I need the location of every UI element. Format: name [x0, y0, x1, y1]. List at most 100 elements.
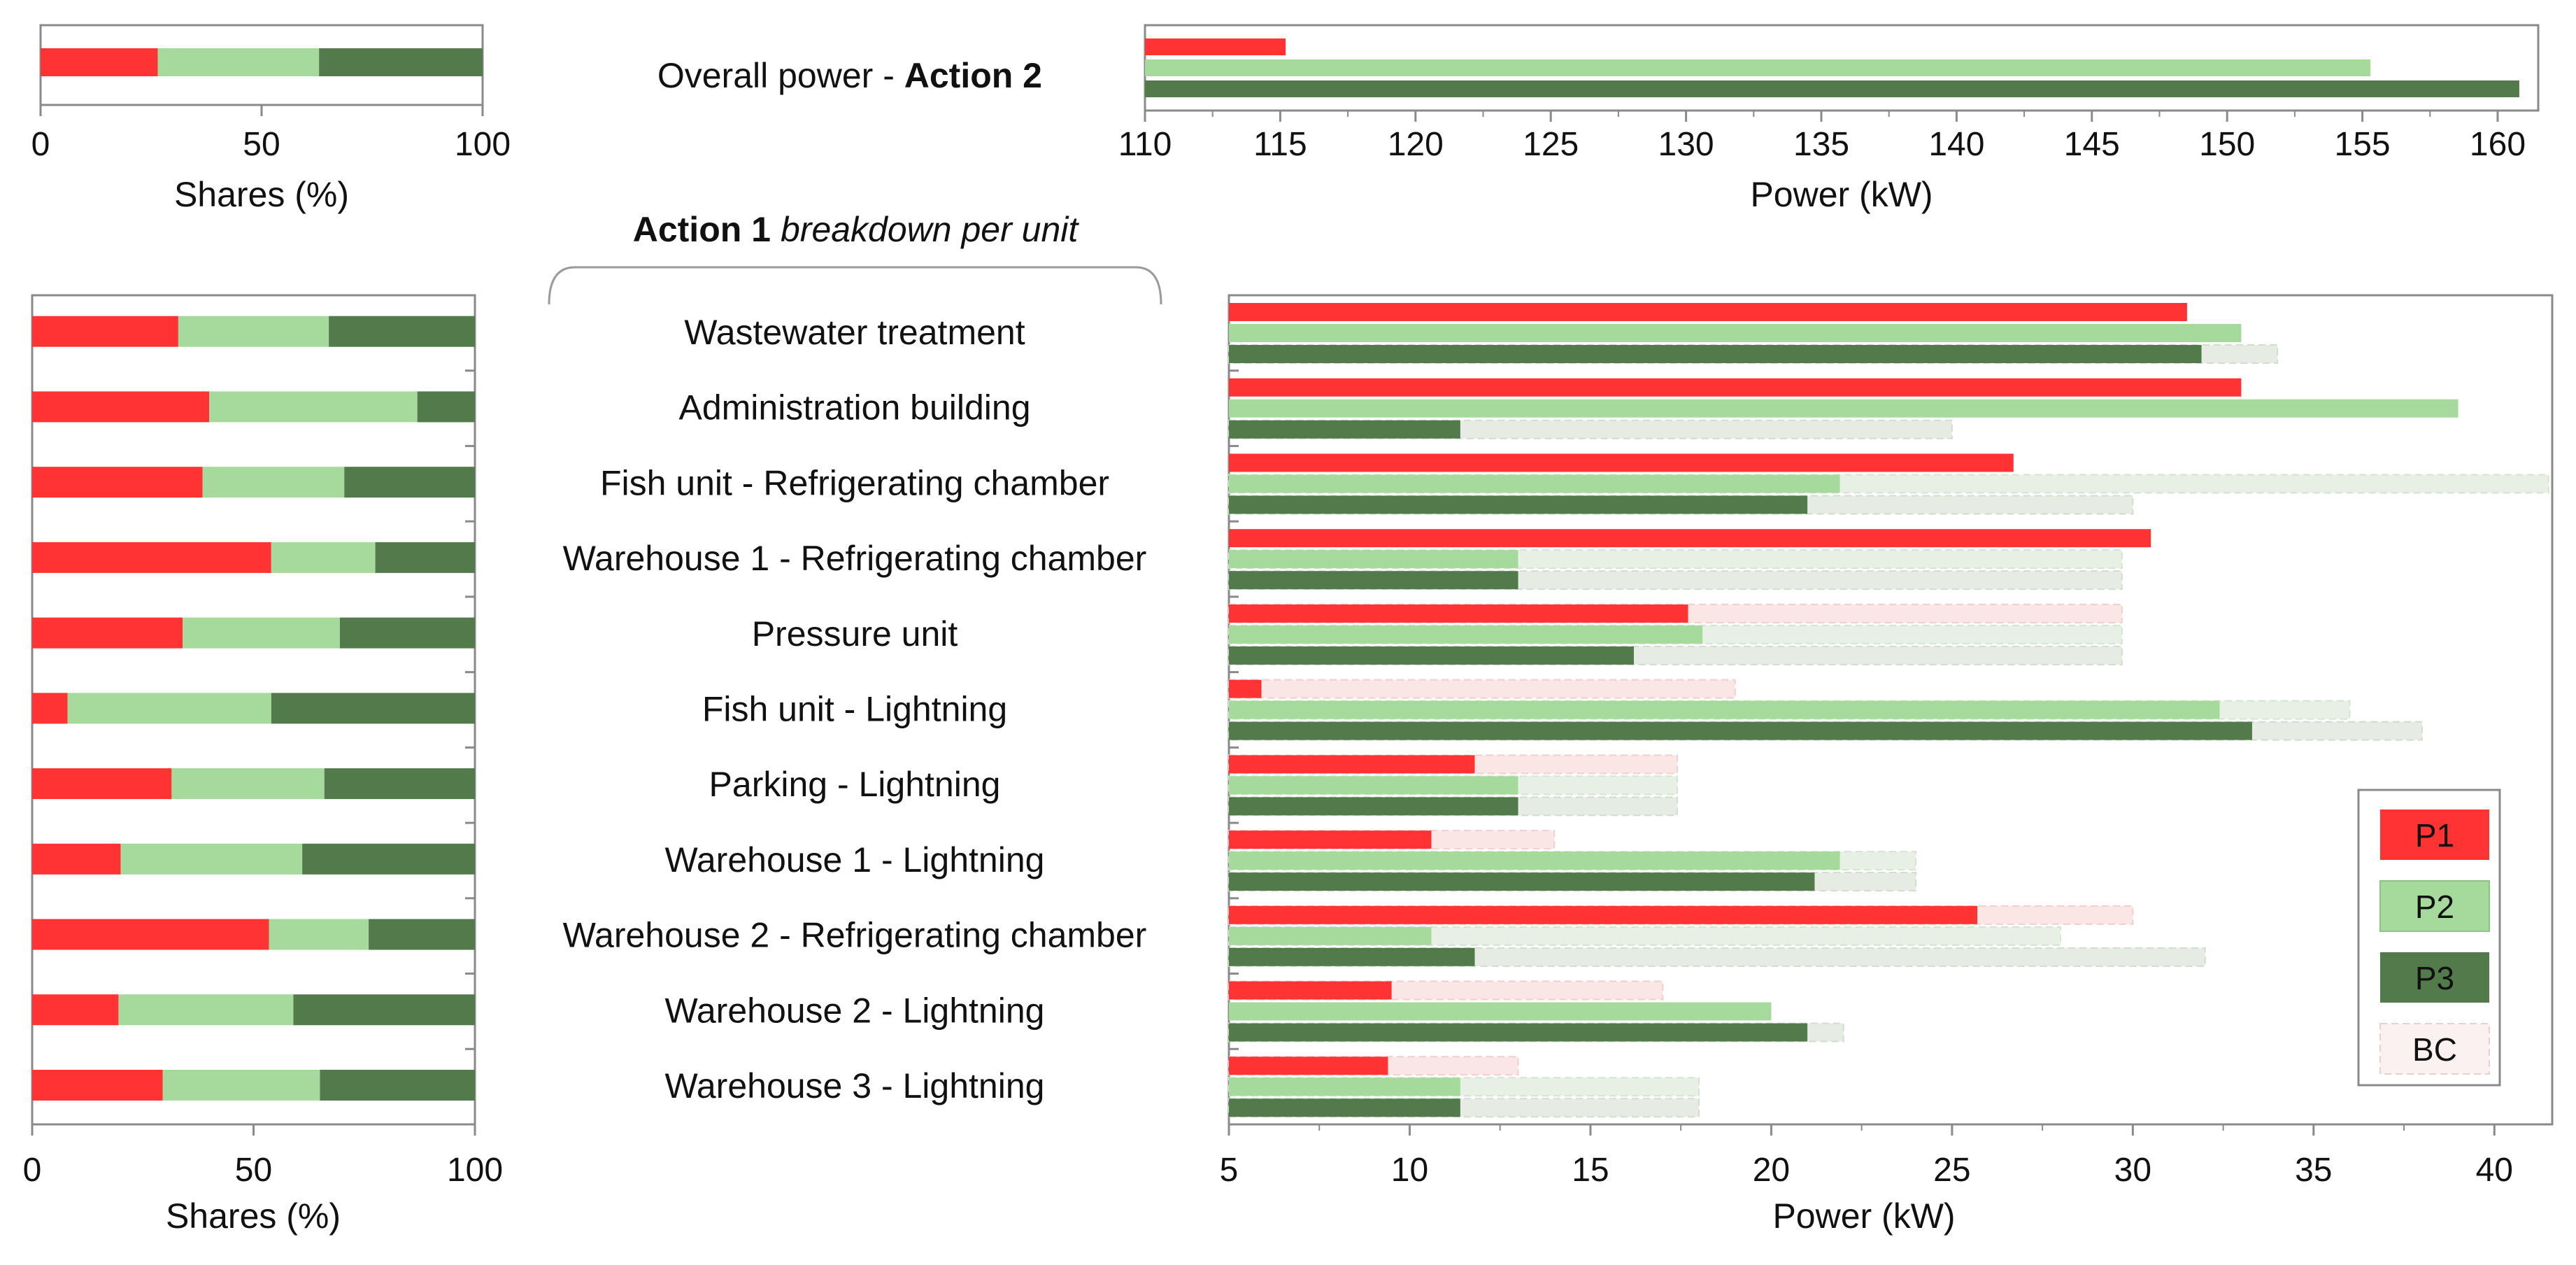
category-label: Fish unit - Lightning	[702, 690, 1007, 729]
share-bar-p3	[302, 843, 475, 875]
share-bar-p1	[41, 48, 158, 76]
x-tick-label: 125	[1523, 126, 1579, 163]
category-label: Administration building	[678, 388, 1030, 427]
x-tick-label: 15	[1572, 1152, 1609, 1189]
power-bar-p2	[1229, 474, 1840, 493]
bc-bar	[1228, 679, 1736, 699]
legend-swatch-bc	[2379, 1023, 2490, 1075]
power-bar-p3	[1229, 345, 2202, 363]
share-bar-p1	[32, 843, 121, 875]
x-tick-label: 20	[1753, 1152, 1790, 1189]
share-bar-p2	[157, 48, 320, 76]
share-bar-p3	[417, 391, 475, 423]
share-bar-p2	[67, 693, 271, 724]
power-bar-p3	[1229, 420, 1460, 439]
x-tick-label: 10	[1391, 1152, 1428, 1189]
x-axis-label: Power (kW)	[1772, 1196, 1955, 1236]
power-bar-p3	[1229, 947, 1475, 966]
share-bar-p2	[120, 843, 303, 875]
x-tick-label: 25	[1933, 1152, 1970, 1189]
share-bar-p1	[32, 316, 178, 347]
power-bar-p1	[1229, 831, 1432, 849]
x-tick-label: 115	[1253, 126, 1307, 163]
legend: P1 P2 P3 BC	[2357, 789, 2501, 1087]
title-bold: Action 2	[904, 56, 1042, 95]
section-italic: breakdown per unit	[781, 210, 1079, 249]
x-tick-label: 145	[2064, 126, 2120, 163]
power-bar-p1	[1229, 604, 1688, 623]
power-bar-p2	[1229, 550, 1518, 569]
bars	[1145, 38, 2519, 97]
category-label: Warehouse 3 - Lightning	[665, 1066, 1045, 1105]
x-tick-label: 140	[1928, 126, 1984, 163]
power-bar-p2	[1229, 926, 1432, 945]
x-tick-label: 40	[2476, 1152, 2513, 1189]
x-tick-label: 35	[2295, 1152, 2332, 1189]
x-tick-label: 110	[1118, 126, 1172, 163]
share-bar-p1	[32, 1069, 163, 1101]
share-bar-p3	[319, 48, 483, 76]
x-axis-label: Power (kW)	[1750, 175, 1933, 214]
overall-power-chart: 110 115 120 125 130 135 140 145 150 155 160 Power …	[1118, 24, 2540, 214]
share-bar-p3	[320, 1069, 475, 1101]
legend-label-p3: P3	[2415, 960, 2454, 996]
share-bar-p2	[183, 617, 340, 649]
share-bar-p1	[32, 919, 269, 950]
power-bar-p3	[1229, 571, 1518, 590]
x-ticks: 0 50 100	[23, 1124, 503, 1189]
bars	[41, 48, 483, 76]
power-bar-p1	[1229, 529, 2151, 548]
power-bar-p1	[1229, 303, 2187, 321]
x-tick-label: 100	[447, 1152, 503, 1189]
x-tick-label: 50	[243, 126, 280, 163]
category-label: Parking - Lightning	[709, 765, 1001, 804]
x-tick-label: 100	[455, 126, 511, 163]
legend-label-bc: BC	[2412, 1031, 2457, 1068]
x-tick-label: 150	[2199, 126, 2255, 163]
power-bar-p3	[1229, 872, 1815, 891]
power-bar-p1	[1229, 679, 1262, 698]
x-tick-label: 135	[1793, 126, 1849, 163]
share-bar-p2	[269, 919, 369, 950]
category-label: Pressure unit	[752, 614, 958, 653]
x-tick-label: 50	[235, 1152, 272, 1189]
power-bar-p2	[1229, 324, 2242, 342]
share-bar-p2	[209, 391, 418, 423]
power-bar-p1	[1229, 1056, 1388, 1075]
share-bar-p3	[271, 693, 475, 724]
category-label: Warehouse 1 - Refrigerating chamber	[563, 539, 1147, 578]
share-bar-p2	[271, 542, 376, 573]
power-bar-p2	[1145, 59, 2371, 76]
x-ticks: 5 10 15 20 25 30 35 40	[1220, 1124, 2513, 1189]
power-bar-p3	[1229, 797, 1518, 816]
category-label: Warehouse 2 - Lightning	[665, 991, 1045, 1030]
category-label: Warehouse 1 - Lightning	[665, 840, 1045, 879]
share-bar-p3	[375, 542, 475, 573]
share-bar-p3	[344, 467, 475, 498]
share-bar-p3	[324, 768, 475, 800]
x-tick-label: 120	[1388, 126, 1444, 163]
share-bar-p3	[329, 316, 475, 347]
power-bar-p1	[1229, 755, 1475, 774]
power-bar-p2	[1229, 399, 2458, 418]
x-tick-label: 5	[1220, 1152, 1239, 1189]
power-bar-p3	[1229, 1023, 1808, 1042]
x-axis-label: Shares (%)	[166, 1196, 341, 1236]
share-bar-p1	[32, 768, 172, 800]
power-bar-p2	[1229, 700, 2220, 719]
unit-power-chart: 5 10 15 20 25 30 35 40 Power (kW)	[1220, 294, 2554, 1236]
power-bar-p2	[1229, 1077, 1460, 1096]
overall-shares-chart: 0 50 100 Shares (%)	[31, 24, 511, 214]
category-labels: Wastewater treatment Administration build…	[563, 313, 1147, 1105]
power-bar-p3	[1229, 646, 1634, 665]
share-bar-p2	[202, 467, 345, 498]
power-bar-p2	[1229, 851, 1840, 870]
share-bar-p3	[339, 617, 475, 649]
legend-label-p1: P1	[2415, 817, 2454, 854]
power-bar-p1	[1145, 38, 1286, 55]
share-bar-p1	[32, 391, 210, 423]
share-bar-p3	[369, 919, 475, 950]
power-bar-p1	[1229, 378, 2242, 397]
power-bar-p3	[1145, 80, 2519, 97]
